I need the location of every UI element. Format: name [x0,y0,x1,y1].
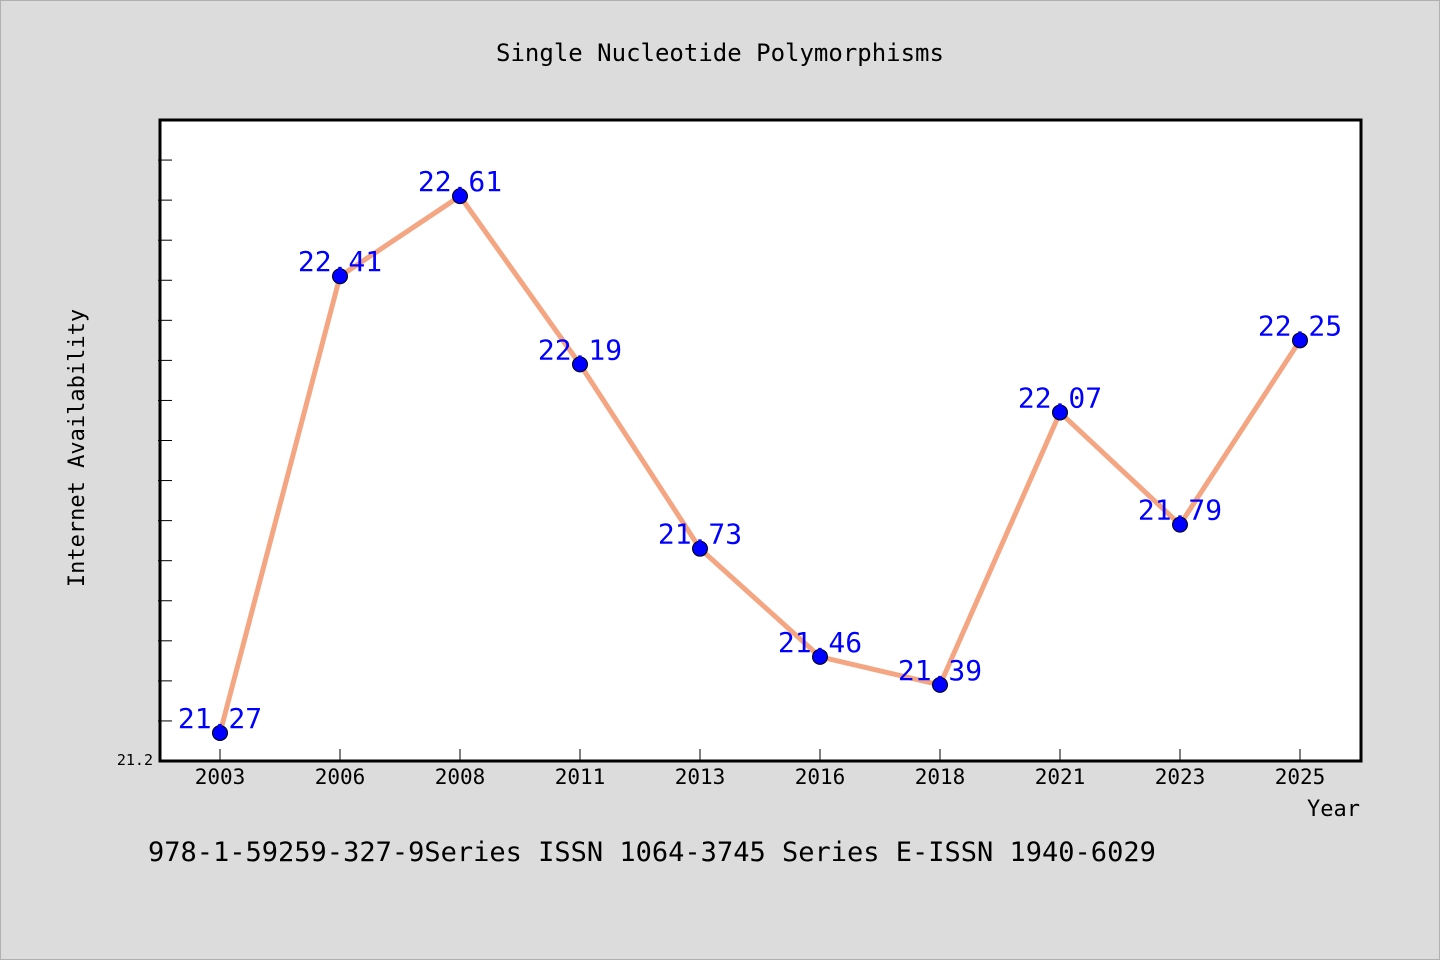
data-point [1052,404,1068,421]
data-label: 21.27 [178,702,262,735]
x-tick-label: 2006 [315,765,366,789]
data-label: 21.79 [1138,494,1222,527]
x-tick-label: 2021 [1035,765,1086,789]
x-tick-label: 2016 [795,765,846,789]
series-line [217,193,1303,736]
data-label: 22.07 [1018,381,1102,414]
x-tick-label: 2008 [435,765,486,789]
data-point [212,724,228,741]
data-label: 21.46 [778,626,862,659]
data-label: 22.41 [298,245,382,278]
x-tick-label: 2025 [1275,765,1326,789]
y-axis-ticks [158,159,172,722]
data-label: 21.73 [658,518,742,551]
x-tick-label: 2013 [675,765,726,789]
data-label: 22.61 [418,165,502,198]
data-label: 22.19 [538,333,622,366]
data-point [1172,516,1188,533]
x-axis-tick-labels: 2003 2006 2008 2011 2013 2016 2018 2021 2023 2025 [195,765,1326,789]
data-point [452,188,468,205]
y-axis-label: Internet Availability [65,309,90,587]
data-point-markers [212,188,1308,741]
data-point [572,356,588,373]
chart-title: Single Nucleotide Polymorphisms [496,39,944,67]
data-labels: 21.27 22.41 22.61 22.19 21.73 21.46 21.39 22.07… [178,165,1342,735]
data-point [332,268,348,285]
y-axis-tick-labels: 21.2 [117,751,153,769]
x-tick-label: 2003 [195,765,246,789]
y-tick-label: 21.2 [117,751,153,769]
footer-text: 978-1-59259-327-9Series ISSN 1064-3745 S… [148,837,1156,868]
data-point [692,540,708,557]
x-tick-label: 2018 [915,765,966,789]
data-label: 22.25 [1258,309,1342,342]
x-axis-label: Year [1307,797,1360,822]
data-label: 21.39 [898,654,982,687]
data-point [932,676,948,693]
x-tick-label: 2011 [555,765,606,789]
plot-area [158,118,1363,763]
x-tick-label: 2023 [1155,765,1206,789]
data-point [1292,332,1308,349]
x-axis-ticks [219,749,1301,761]
data-point [812,648,828,665]
